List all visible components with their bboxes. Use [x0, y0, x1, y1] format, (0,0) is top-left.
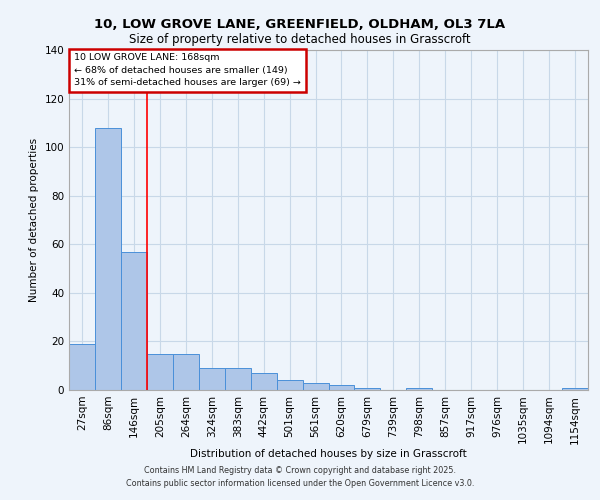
Bar — [329, 385, 355, 390]
Bar — [147, 354, 173, 390]
X-axis label: Distribution of detached houses by size in Grasscroft: Distribution of detached houses by size … — [190, 449, 467, 459]
Bar — [277, 380, 302, 390]
Bar — [121, 252, 147, 390]
Bar — [355, 388, 380, 390]
Bar — [406, 388, 432, 390]
Bar — [562, 388, 588, 390]
Bar — [225, 368, 251, 390]
Bar — [302, 382, 329, 390]
Bar — [251, 373, 277, 390]
Bar — [69, 344, 95, 390]
Bar — [95, 128, 121, 390]
Text: 10, LOW GROVE LANE, GREENFIELD, OLDHAM, OL3 7LA: 10, LOW GROVE LANE, GREENFIELD, OLDHAM, … — [94, 18, 506, 30]
Y-axis label: Number of detached properties: Number of detached properties — [29, 138, 39, 302]
Text: Contains HM Land Registry data © Crown copyright and database right 2025.
Contai: Contains HM Land Registry data © Crown c… — [126, 466, 474, 487]
Text: Size of property relative to detached houses in Grasscroft: Size of property relative to detached ho… — [129, 32, 471, 46]
Bar — [199, 368, 224, 390]
Text: 10 LOW GROVE LANE: 168sqm
← 68% of detached houses are smaller (149)
31% of semi: 10 LOW GROVE LANE: 168sqm ← 68% of detac… — [74, 54, 301, 88]
Bar — [173, 354, 199, 390]
